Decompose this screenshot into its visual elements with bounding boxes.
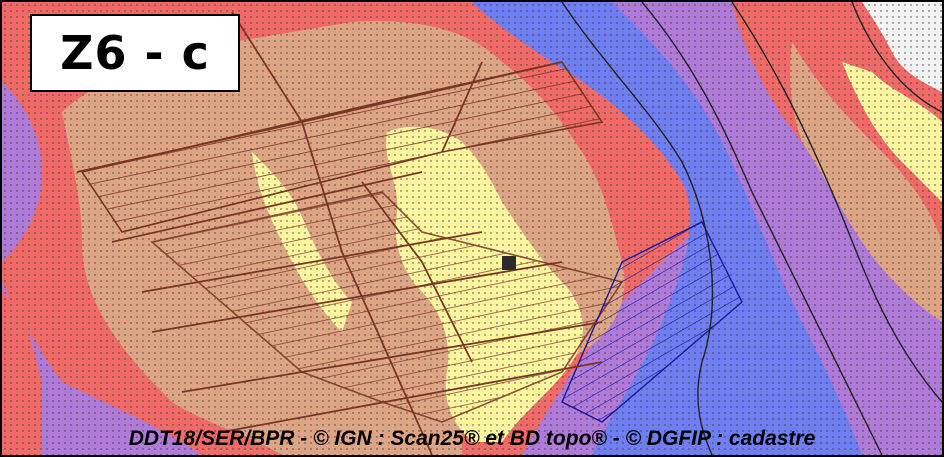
contour-lines [561,2,942,455]
parcel-lines [76,11,603,455]
map-credit: DDT18/SER/BPR - © IGN : Scan25® et BD to… [128,427,816,450]
parcel-hatching-lower [150,191,624,423]
zone-label: Z6 - c [60,26,210,80]
parcel-hatching [80,61,604,233]
building-marker [502,256,516,270]
zone-label-box: Z6 - c [30,14,240,92]
river-hatching [561,221,743,423]
